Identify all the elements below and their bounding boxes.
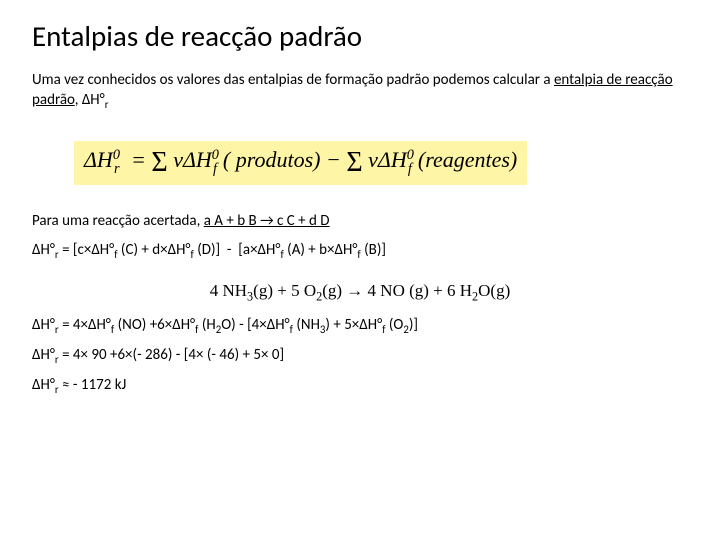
f-nu2: ν — [368, 147, 378, 172]
f-delta: Δ — [84, 147, 97, 172]
para2a: Para uma reacção acertada, — [32, 212, 204, 230]
f-dhf1: ΔH — [183, 147, 212, 172]
f-minus: − — [321, 147, 347, 172]
intro-text: Uma vez conhecidos os valores das entalp… — [32, 70, 688, 113]
f-sigma2: Σ — [346, 147, 362, 178]
f-dhf1-sub: f — [213, 161, 217, 177]
eq-general: ΔH°r = [c×ΔH°f (C) + d×ΔH°f (D)] - [a×ΔH… — [32, 241, 688, 261]
f-sub: r — [114, 161, 120, 177]
calc-line1: ΔH°r = 4×ΔH°f (NO) +6×ΔH°f (H2O) - [4×ΔH… — [32, 316, 688, 336]
f-nu1: ν — [173, 147, 183, 172]
calc-line3: ΔH°r ≈ - 1172 kJ — [32, 376, 688, 396]
f-sigma1: Σ — [151, 147, 167, 178]
f-eq: = — [126, 147, 152, 172]
page-title: Entalpias de reacção padrão — [32, 18, 688, 54]
para-generic-reaction: Para uma reacção acertada, a A + b B → c… — [32, 211, 688, 231]
intro-sub: r — [105, 98, 109, 111]
intro-part2: , ΔH° — [75, 91, 105, 109]
f-prod: ( produtos) — [223, 147, 321, 172]
f-reag: (reagentes) — [418, 147, 517, 172]
calc-line2: ΔH°r = 4× 90 +6×(- 286) - [4× (- 46) + 5… — [32, 346, 688, 366]
example-reaction: 4 NH3(g) + 5 O2(g) → 4 NO (g) + 6 H2O(g) — [32, 281, 688, 304]
intro-part1: Uma vez conhecidos os valores das entalp… — [32, 71, 554, 89]
main-formula: ΔH0r = Σ νΔH0f( produtos) − Σ νΔH0f(reag… — [74, 141, 527, 185]
f-dhf2-sub: f — [408, 161, 412, 177]
f-H: H — [97, 147, 113, 172]
f-dhf2: ΔH — [378, 147, 407, 172]
para2b: a A + b B → c C + d D — [204, 212, 330, 230]
